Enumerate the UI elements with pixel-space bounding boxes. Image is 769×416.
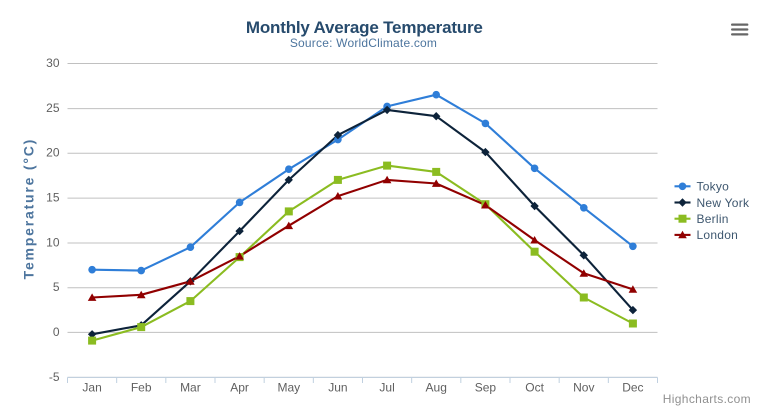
svg-text:15: 15: [46, 191, 60, 205]
svg-text:Tokyo: Tokyo: [697, 180, 730, 194]
svg-text:Temperature (°C): Temperature (°C): [21, 138, 37, 280]
svg-text:Monthly Average Temperature: Monthly Average Temperature: [246, 18, 483, 37]
svg-text:Mar: Mar: [180, 380, 201, 394]
svg-text:Source: WorldClimate.com: Source: WorldClimate.com: [290, 36, 437, 50]
svg-text:May: May: [277, 380, 300, 394]
svg-text:Berlin: Berlin: [697, 212, 729, 226]
svg-text:London: London: [697, 228, 739, 242]
svg-text:New York: New York: [697, 196, 750, 210]
svg-text:Apr: Apr: [230, 380, 249, 394]
svg-text:0: 0: [53, 325, 60, 339]
svg-text:Aug: Aug: [426, 380, 447, 394]
svg-text:Oct: Oct: [525, 380, 544, 394]
svg-text:Jun: Jun: [328, 380, 347, 394]
svg-text:20: 20: [46, 146, 60, 160]
svg-text:Jul: Jul: [379, 380, 394, 394]
svg-text:Sep: Sep: [475, 380, 497, 394]
svg-text:10: 10: [46, 235, 60, 249]
svg-text:-5: -5: [49, 370, 60, 384]
svg-text:Nov: Nov: [573, 380, 594, 394]
svg-text:30: 30: [46, 56, 60, 70]
svg-text:Dec: Dec: [622, 380, 643, 394]
svg-text:Jan: Jan: [82, 380, 101, 394]
svg-text:Highcharts.com: Highcharts.com: [663, 392, 751, 406]
svg-text:25: 25: [46, 101, 60, 115]
svg-text:Feb: Feb: [131, 380, 152, 394]
svg-text:5: 5: [53, 280, 60, 294]
